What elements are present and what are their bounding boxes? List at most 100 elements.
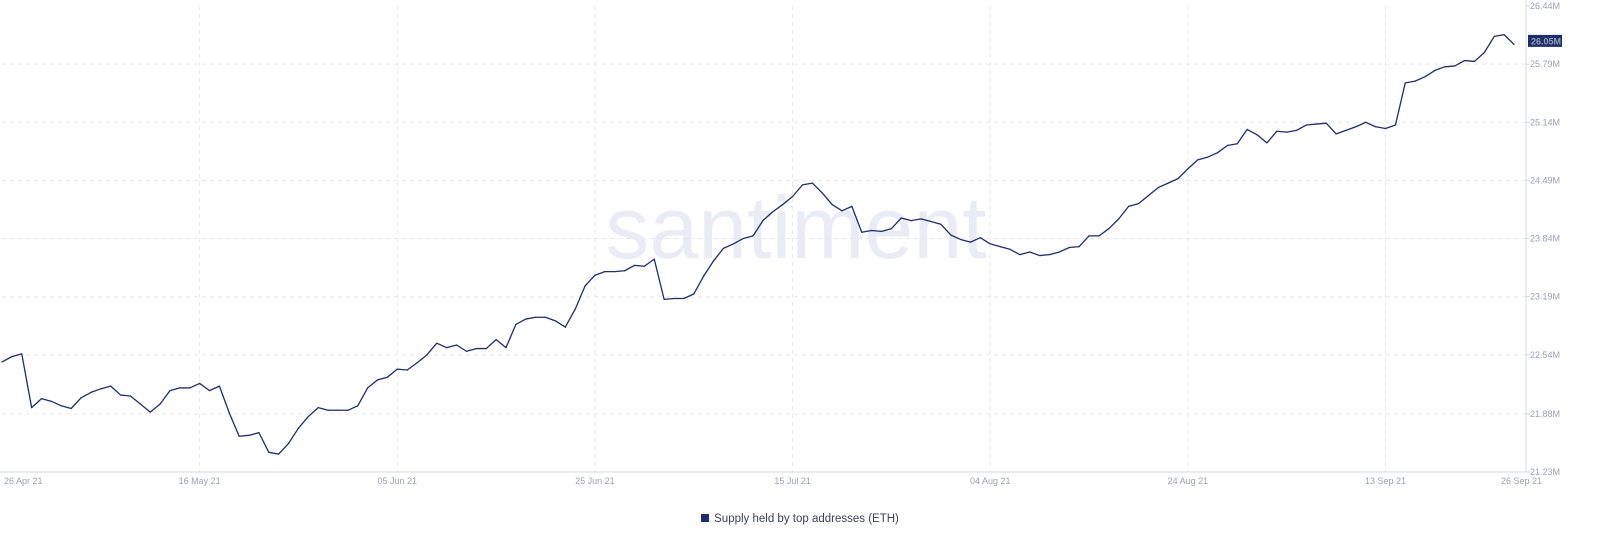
data-point — [703, 275, 705, 277]
data-point — [1078, 246, 1080, 248]
data-point — [712, 260, 715, 262]
x-tick-label: 04 Aug 21 — [970, 476, 1011, 486]
data-point — [969, 241, 972, 243]
data-point — [623, 270, 626, 272]
data-point — [406, 369, 408, 371]
data-point — [1147, 195, 1149, 197]
data-point — [238, 435, 240, 437]
data-point — [920, 218, 922, 220]
data-point — [861, 231, 863, 233]
data-point — [367, 387, 369, 389]
data-point — [1058, 251, 1061, 253]
data-point — [811, 182, 813, 184]
data-point — [653, 258, 655, 260]
data-point — [1256, 134, 1258, 136]
data-point — [337, 409, 339, 411]
data-point — [436, 342, 438, 344]
data-point — [376, 379, 379, 381]
data-point — [1226, 144, 1229, 147]
legend-swatch — [701, 514, 710, 522]
x-tick-label: 25 Jun 21 — [575, 476, 615, 486]
data-point — [1187, 168, 1189, 170]
y-tick-label: 25.14M — [1530, 117, 1560, 127]
y-tick-label: 21.23M — [1530, 467, 1560, 477]
data-point — [278, 453, 280, 455]
data-point — [693, 293, 695, 295]
santiment-watermark: santiment — [605, 178, 987, 277]
data-point — [70, 407, 72, 410]
data-point — [297, 427, 300, 429]
data-point — [1295, 129, 1298, 131]
data-point — [554, 320, 557, 322]
data-point — [307, 415, 309, 418]
data-point — [357, 405, 359, 407]
x-tick-label: 13 Sep 21 — [1365, 476, 1406, 486]
data-point — [930, 220, 932, 223]
data-point — [1236, 143, 1238, 145]
data-point — [31, 407, 33, 409]
data-point — [1019, 254, 1021, 256]
data-point — [1167, 182, 1169, 184]
data-point — [979, 237, 981, 239]
data-point — [1305, 124, 1308, 126]
current-value-marker: 26.05M — [1528, 34, 1562, 47]
data-point — [1355, 126, 1357, 128]
data-point — [535, 316, 537, 318]
y-tick-label: 22.54M — [1530, 350, 1560, 360]
data-point — [416, 362, 418, 364]
data-point — [1276, 130, 1278, 132]
data-point — [386, 376, 389, 378]
data-point — [1137, 203, 1140, 205]
y-tick-label: 23.84M — [1530, 234, 1560, 244]
data-point — [119, 394, 122, 396]
data-point — [1384, 127, 1387, 130]
data-point — [199, 382, 201, 385]
data-point — [446, 347, 448, 349]
data-point — [821, 192, 823, 194]
data-point — [910, 220, 912, 222]
x-tick-label: 26 Apr 21 — [4, 476, 43, 486]
data-point — [1157, 186, 1159, 189]
data-point — [940, 223, 942, 225]
data-point — [1493, 35, 1495, 38]
data-point — [614, 271, 616, 273]
legend-label: Supply held by top addresses (ETH) — [714, 513, 899, 525]
data-point — [495, 339, 497, 341]
data-point — [880, 230, 883, 232]
data-point — [110, 385, 112, 387]
series-line-supply — [1, 33, 1515, 455]
y-tick-label: 24.49M — [1530, 175, 1560, 185]
data-point — [722, 247, 725, 249]
data-point — [633, 264, 636, 266]
data-point — [1207, 156, 1209, 158]
data-point — [50, 400, 53, 402]
data-point — [1266, 142, 1268, 144]
data-point — [1009, 248, 1011, 250]
chart-legend[interactable]: Supply held by top addresses (ETH) — [0, 513, 1600, 525]
y-tick-label: 23.19M — [1530, 292, 1560, 302]
y-tick-label: 25.79M — [1530, 59, 1560, 69]
data-point — [268, 451, 270, 453]
data-point — [159, 403, 161, 405]
data-point — [1118, 218, 1120, 220]
data-point — [1473, 60, 1476, 63]
y-tick-label: 21.88M — [1530, 409, 1560, 419]
data-point — [228, 412, 230, 414]
data-point — [208, 390, 211, 392]
data-point — [801, 184, 804, 186]
data-point — [21, 353, 23, 355]
data-point — [841, 210, 843, 212]
data-point — [1068, 246, 1070, 249]
data-point — [100, 388, 102, 390]
data-point — [515, 323, 517, 326]
data-point — [791, 195, 794, 198]
data-point — [950, 234, 952, 236]
data-point — [1048, 254, 1051, 256]
data-point — [1127, 205, 1130, 207]
data-point — [752, 235, 754, 237]
data-point — [426, 354, 428, 356]
data-point — [396, 368, 398, 370]
data-point — [594, 274, 596, 276]
data-point — [762, 220, 764, 222]
x-tick-label: 16 May 21 — [179, 476, 221, 486]
